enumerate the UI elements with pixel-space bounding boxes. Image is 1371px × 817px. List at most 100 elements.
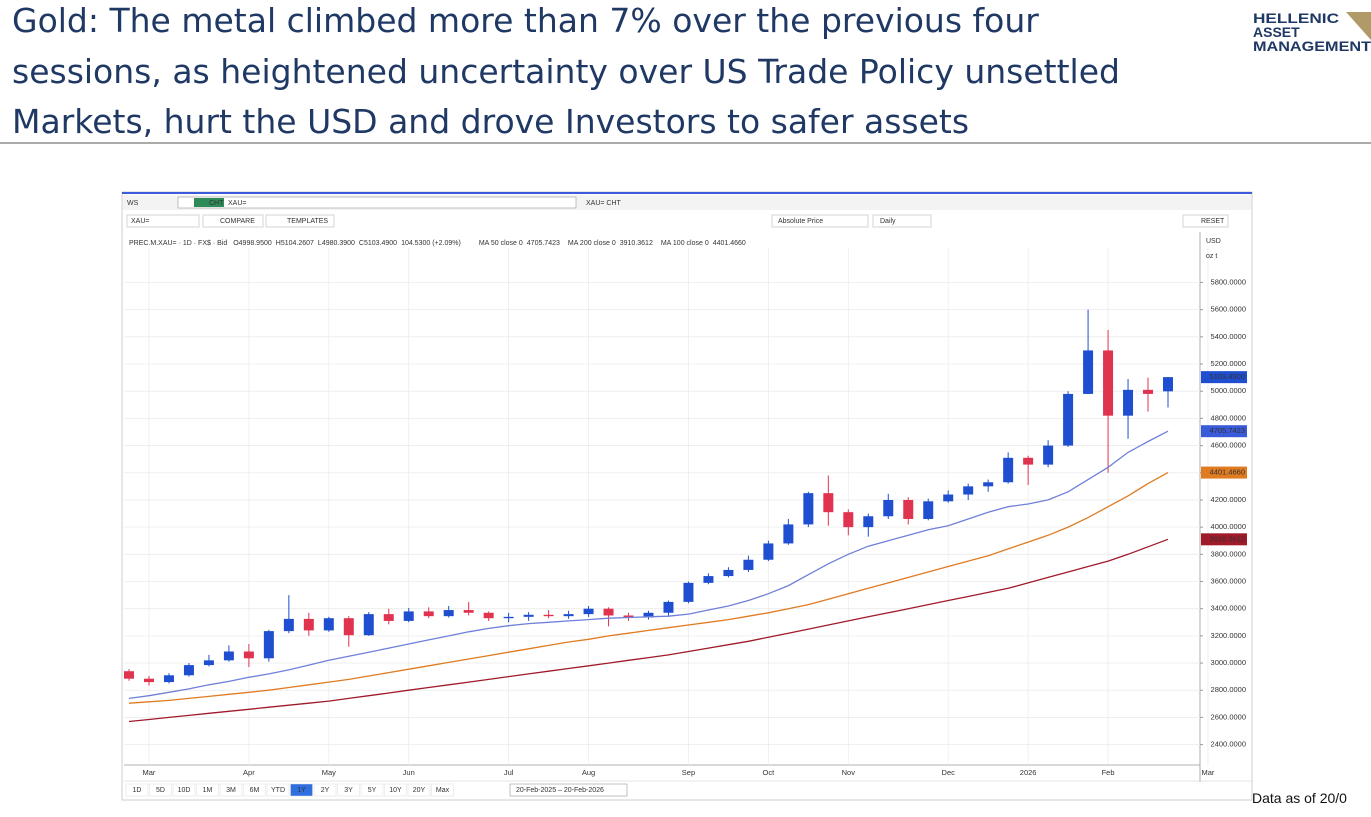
- ma-line: [128, 538, 1169, 723]
- candle-body: [1123, 389, 1134, 416]
- plot: [124, 248, 1209, 765]
- range-button-label: 1D: [133, 787, 142, 794]
- range-button-label: 5Y: [368, 787, 377, 794]
- range-button-label: 3Y: [344, 787, 353, 794]
- y-tick-label: 3400.0000: [1211, 604, 1246, 613]
- ui-label: RESET: [1201, 218, 1225, 225]
- candle-body: [923, 501, 934, 519]
- legend-value: 4401.4660: [713, 240, 746, 247]
- range-button[interactable]: [384, 783, 407, 797]
- compare-button[interactable]: [202, 214, 264, 228]
- candle-body: [363, 614, 374, 636]
- chart-window: [121, 191, 1253, 801]
- x-tick-label: Nov: [842, 768, 856, 777]
- y-tick-label: 4200.0000: [1211, 495, 1246, 504]
- range-button-label: 10D: [178, 787, 191, 794]
- x-tick-label: Feb: [1102, 768, 1115, 777]
- ui-label: oz t: [1206, 253, 1217, 260]
- y-tick-label: 2800.0000: [1211, 685, 1246, 694]
- candle-body: [703, 576, 714, 583]
- range-button-label: 20Y: [413, 787, 426, 794]
- y-tick-label: 5400.0000: [1211, 332, 1246, 341]
- range-button[interactable]: [149, 783, 172, 797]
- ui-label: XAU=: [131, 218, 149, 225]
- range-button[interactable]: [125, 783, 149, 797]
- candle-body: [523, 614, 534, 617]
- app-tag: [194, 198, 224, 207]
- candle-body: [903, 499, 914, 519]
- candle-body: [683, 582, 694, 602]
- title-line: Markets, hurt the USD and drove Investor…: [12, 102, 969, 141]
- range-button-label: 1M: [203, 787, 213, 794]
- candle-body: [603, 608, 614, 616]
- reset-button[interactable]: [1182, 214, 1229, 228]
- x-tick-label: May: [322, 768, 336, 777]
- candle-body: [163, 675, 174, 683]
- range-button[interactable]: [407, 783, 431, 797]
- window-accent: [122, 192, 1252, 194]
- logo-text: MANAGEMENT: [1253, 38, 1371, 54]
- date-range-box[interactable]: [509, 783, 628, 797]
- range-button-label: 10Y: [389, 787, 402, 794]
- candle-body: [863, 516, 874, 528]
- candle-body: [823, 493, 834, 513]
- y-tick-label: 4000.0000: [1211, 522, 1246, 531]
- ui-label: COMPARE: [220, 218, 255, 225]
- price-tag-label: 3910.3612: [1210, 534, 1245, 543]
- candle-body: [803, 493, 814, 525]
- candle-body: [1003, 457, 1014, 483]
- price-select[interactable]: [771, 214, 869, 228]
- quote-text: C5103.4900: [359, 240, 397, 247]
- range-button-label: Max: [436, 787, 450, 794]
- range-button[interactable]: [219, 783, 243, 797]
- templates-button[interactable]: [265, 214, 335, 228]
- legend-value: 4705.7423: [527, 240, 560, 247]
- search-box[interactable]: [177, 196, 577, 209]
- ui-label: Daily: [880, 218, 896, 225]
- range-button[interactable]: [431, 783, 454, 797]
- logo-mark: [1346, 12, 1371, 40]
- logo-text: ASSET: [1253, 24, 1300, 40]
- candle-body: [423, 611, 434, 617]
- range-button[interactable]: [290, 783, 313, 797]
- legend-entry: MA 100 close 0: [661, 240, 709, 247]
- candle-body: [124, 671, 134, 679]
- range-button[interactable]: [172, 783, 196, 797]
- range-button[interactable]: [337, 783, 360, 797]
- x-tick-label: Sep: [682, 768, 695, 777]
- candle-body: [843, 512, 854, 528]
- range-button-label: 6M: [250, 787, 260, 794]
- y-tick-label: 5600.0000: [1211, 305, 1246, 314]
- y-tick-label: 3800.0000: [1211, 549, 1246, 558]
- title-line: Gold: The metal climbed more than 7% ove…: [12, 1, 1039, 40]
- range-button[interactable]: [196, 783, 219, 797]
- candle-body: [543, 614, 554, 617]
- y-tick-label: 5000.0000: [1211, 386, 1246, 395]
- y-tick-label: 2600.0000: [1211, 712, 1246, 721]
- range-button[interactable]: [266, 783, 290, 797]
- range-button-label: 1Y: [297, 787, 306, 794]
- ric-box[interactable]: [126, 214, 200, 228]
- range-button[interactable]: [243, 783, 266, 797]
- legend-value: 3910.3612: [620, 240, 653, 247]
- candle-body: [303, 618, 314, 631]
- interval-select[interactable]: [872, 214, 932, 228]
- range-button-label: 5D: [156, 787, 165, 794]
- candle-body: [763, 543, 774, 560]
- title-line: sessions, as heightened uncertainty over…: [12, 52, 1120, 91]
- range-button[interactable]: [360, 783, 384, 797]
- x-tick-label: Dec: [942, 768, 956, 777]
- price-tag-label: 4401.4660: [1210, 468, 1245, 477]
- y-tick-label: 4600.0000: [1211, 441, 1246, 450]
- quote-text: L4980.3900: [318, 240, 355, 247]
- candle-body: [1063, 393, 1074, 446]
- range-button-label: 3M: [226, 787, 236, 794]
- ui-label: XAU= CHT: [586, 200, 622, 207]
- range-button[interactable]: [313, 783, 337, 797]
- quote-text: PREC.M.XAU= · 1D · FX$ · Bid: [129, 240, 227, 247]
- footnote: Data as of 20/0: [1252, 790, 1347, 806]
- price-tag-label: 5103.4900: [1210, 372, 1245, 381]
- x-tick-label: 2026: [1020, 768, 1037, 777]
- toolbar: [123, 213, 1251, 229]
- candle-body: [983, 482, 994, 487]
